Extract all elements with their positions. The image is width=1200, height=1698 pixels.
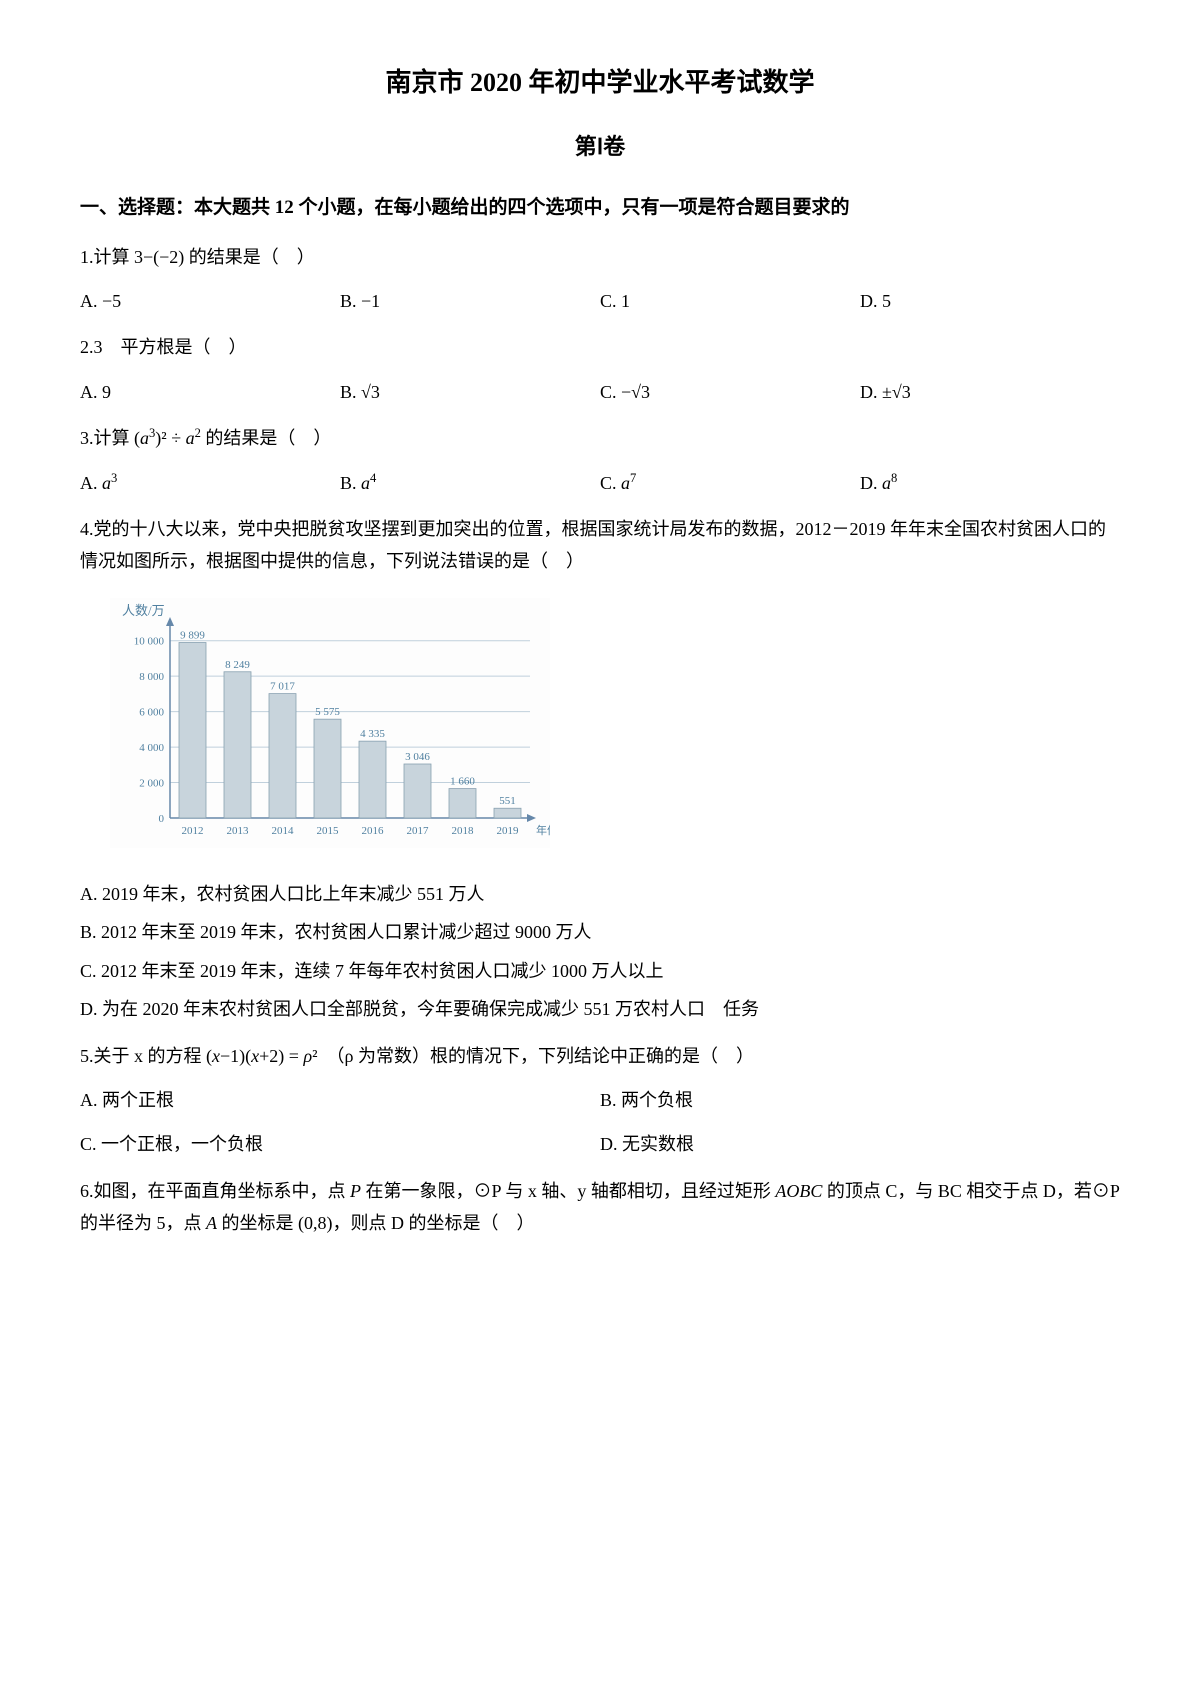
- question-1: 1.计算 3−(−2) 的结果是（ ） A. −5 B. −1 C. 1 D. …: [80, 241, 1120, 318]
- svg-text:5 575: 5 575: [315, 706, 340, 718]
- svg-text:2013: 2013: [227, 825, 250, 837]
- svg-text:9 899: 9 899: [180, 629, 205, 641]
- svg-text:7 017: 7 017: [270, 680, 295, 692]
- question-2-stem: 2.3 平方根是（ ）: [80, 331, 1120, 363]
- q3-var-a1: a: [140, 428, 149, 448]
- svg-text:4 000: 4 000: [139, 742, 164, 754]
- q2-option-d: D. ±√3: [860, 376, 1120, 408]
- q1-option-b: B. −1: [340, 285, 600, 317]
- q5-x1: x: [212, 1046, 220, 1066]
- svg-text:8 000: 8 000: [139, 671, 164, 683]
- svg-text:2012: 2012: [182, 825, 204, 837]
- q3d-prefix: D.: [860, 473, 882, 493]
- question-3-stem: 3.计算 (a3)² ÷ a2 的结果是（ ）: [80, 422, 1120, 454]
- q6-P: P: [350, 1181, 361, 1201]
- q3a-prefix: A.: [80, 473, 102, 493]
- svg-text:2016: 2016: [362, 825, 385, 837]
- question-5-options-row2: C. 一个正根，一个负根 D. 无实数根: [80, 1128, 1120, 1160]
- q5-stem-prefix: 5.关于 x 的方程 (: [80, 1046, 212, 1066]
- svg-text:2 000: 2 000: [139, 777, 164, 789]
- q5-x2: x: [251, 1046, 259, 1066]
- q4-option-c: C. 2012 年末至 2019 年末，连续 7 年每年农村贫困人口减少 100…: [80, 955, 1120, 987]
- q5-option-c: C. 一个正根，一个负根: [80, 1128, 600, 1160]
- q4-option-a: A. 2019 年末，农村贫困人口比上年末减少 551 万人: [80, 878, 1120, 910]
- q1-option-d: D. 5: [860, 285, 1120, 317]
- q1-option-a: A. −5: [80, 285, 340, 317]
- question-1-stem: 1.计算 3−(−2) 的结果是（ ）: [80, 241, 1120, 273]
- q5-mid1: −1)(: [220, 1046, 251, 1066]
- q3-option-a: A. a3: [80, 467, 340, 499]
- svg-text:2018: 2018: [452, 825, 475, 837]
- q3-stem-mid: )² ÷: [155, 428, 185, 448]
- q3-var-a2: a: [186, 428, 195, 448]
- q5-option-a: A. 两个正根: [80, 1084, 600, 1116]
- question-4: 4.党的十八大以来，党中央把脱贫攻坚摆到更加突出的位置，根据国家统计局发布的数据…: [80, 513, 1120, 1026]
- section-heading: 一、选择题：本大题共 12 个小题，在每小题给出的四个选项中，只有一项是符合题目…: [80, 191, 1120, 225]
- question-6-stem: 6.如图，在平面直角坐标系中，点 P 在第一象限，⊙P 与 x 轴、y 轴都相切…: [80, 1175, 1120, 1240]
- q5-mid2: +2) =: [259, 1046, 303, 1066]
- svg-text:2019: 2019: [497, 825, 520, 837]
- svg-text:人数/万: 人数/万: [122, 603, 165, 618]
- question-5: 5.关于 x 的方程 (x−1)(x+2) = ρ² （ρ 为常数）根的情况下，…: [80, 1040, 1120, 1161]
- question-1-options: A. −5 B. −1 C. 1 D. 5: [80, 285, 1120, 317]
- svg-text:10 000: 10 000: [134, 635, 165, 647]
- svg-text:2014: 2014: [272, 825, 295, 837]
- question-4-stem: 4.党的十八大以来，党中央把脱贫攻坚摆到更加突出的位置，根据国家统计局发布的数据…: [80, 513, 1120, 578]
- q5-rho: ρ: [303, 1046, 312, 1066]
- svg-text:8 249: 8 249: [225, 658, 250, 670]
- question-3-options: A. a3 B. a4 C. a7 D. a8: [80, 467, 1120, 499]
- q5-option-d: D. 无实数根: [600, 1128, 1120, 1160]
- q2-option-a: A. 9: [80, 376, 340, 408]
- q6-AOBC: AOBC: [775, 1181, 822, 1201]
- svg-text:2017: 2017: [407, 825, 430, 837]
- svg-text:年份: 年份: [536, 823, 550, 837]
- q3-option-b: B. a4: [340, 467, 600, 499]
- question-5-stem: 5.关于 x 的方程 (x−1)(x+2) = ρ² （ρ 为常数）根的情况下，…: [80, 1040, 1120, 1072]
- q4-option-d: D. 为在 2020 年末农村贫困人口全部脱贫，今年要确保完成减少 551 万农…: [80, 993, 1120, 1025]
- q5-option-b: B. 两个负根: [600, 1084, 1120, 1116]
- q4-option-b: B. 2012 年末至 2019 年末，农村贫困人口累计减少超过 9000 万人: [80, 916, 1120, 948]
- question-2: 2.3 平方根是（ ） A. 9 B. √3 C. −√3 D. ±√3: [80, 331, 1120, 408]
- q3-stem-prefix: 3.计算 (: [80, 428, 140, 448]
- bar-chart-svg: 人数/万 0 2 000 4 000 6 000 8 000 10 000 9 899 2012…: [110, 598, 550, 848]
- question-3: 3.计算 (a3)² ÷ a2 的结果是（ ） A. a3 B. a4 C. a…: [80, 422, 1120, 499]
- question-2-options: A. 9 B. √3 C. −√3 D. ±√3: [80, 376, 1120, 408]
- q3-option-d: D. a8: [860, 467, 1120, 499]
- svg-text:3 046: 3 046: [405, 751, 430, 763]
- q6-mid1: 在第一象限，⊙P 与 x 轴、y 轴都相切，且经过矩形: [361, 1181, 775, 1201]
- q3b-prefix: B.: [340, 473, 361, 493]
- q2-option-b: B. √3: [340, 376, 600, 408]
- q3c-prefix: C.: [600, 473, 621, 493]
- svg-text:0: 0: [159, 813, 165, 825]
- q2-option-c: C. −√3: [600, 376, 860, 408]
- q3-stem-suffix: 的结果是（ ）: [201, 428, 332, 448]
- svg-text:4 335: 4 335: [360, 728, 385, 740]
- q6-stem-prefix: 6.如图，在平面直角坐标系中，点: [80, 1181, 350, 1201]
- svg-text:551: 551: [499, 795, 516, 807]
- svg-text:2015: 2015: [317, 825, 340, 837]
- q5-stem-suffix: ² （ρ 为常数）根的情况下，下列结论中正确的是（ ）: [312, 1046, 754, 1066]
- svg-text:6 000: 6 000: [139, 706, 164, 718]
- poverty-chart: 人数/万 0 2 000 4 000 6 000 8 000 10 000 9 899 2012…: [110, 598, 590, 858]
- svg-text:1 660: 1 660: [450, 775, 475, 787]
- question-6: 6.如图，在平面直角坐标系中，点 P 在第一象限，⊙P 与 x 轴、y 轴都相切…: [80, 1175, 1120, 1240]
- q1-option-c: C. 1: [600, 285, 860, 317]
- q3-option-c: C. a7: [600, 467, 860, 499]
- exam-subtitle: 第Ⅰ卷: [80, 127, 1120, 167]
- q6-mid3: 的坐标是 (0,8)，则点 D 的坐标是（ ）: [217, 1213, 535, 1233]
- question-5-options-row1: A. 两个正根 B. 两个负根: [80, 1084, 1120, 1116]
- exam-title: 南京市 2020 年初中学业水平考试数学: [80, 60, 1120, 107]
- q6-A: A: [206, 1213, 217, 1233]
